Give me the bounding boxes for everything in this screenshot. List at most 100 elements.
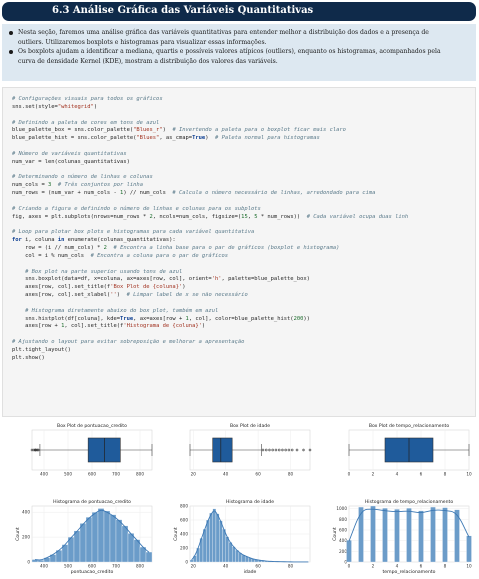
histogram-bar bbox=[109, 514, 117, 563]
x-tick-label: 700 bbox=[112, 472, 120, 477]
code-line: # Ajustando o layout para evitar sobrepo… bbox=[12, 339, 245, 346]
code-line: plt.tight_layout() bbox=[12, 347, 71, 353]
kde-line bbox=[191, 510, 309, 563]
histogram-bar bbox=[228, 542, 233, 563]
y-tick-label: 0 bbox=[27, 560, 30, 565]
code-line: blue_palette_box = sns.color_palette("Bl… bbox=[12, 127, 346, 134]
y-axis-label: Count bbox=[173, 527, 179, 541]
outlier-point bbox=[30, 448, 34, 452]
x-tick-label: 8 bbox=[444, 472, 447, 477]
section-header: 6.3 Análise Gráfica das Variáveis Quanti… bbox=[2, 2, 476, 21]
outlier-point bbox=[290, 448, 294, 452]
histogram-bar bbox=[370, 505, 376, 563]
outlier-point bbox=[37, 448, 40, 452]
histogram-bar bbox=[145, 551, 153, 563]
intro-text: Nesta seção, faremos uma análise gráfica… bbox=[18, 29, 429, 36]
histogram-bar bbox=[73, 530, 81, 563]
histogram-bar bbox=[225, 536, 230, 563]
histogram-bar bbox=[91, 512, 99, 563]
outlier-point bbox=[264, 448, 268, 452]
outlier-point bbox=[36, 448, 40, 452]
bullet-dot-icon bbox=[9, 50, 13, 55]
code-line: sns.histplot(df[coluna], kde=True, ax=ax… bbox=[12, 315, 310, 322]
outlier-point bbox=[287, 448, 291, 452]
y-axis-label: Count bbox=[332, 527, 338, 541]
outlier-point bbox=[302, 448, 305, 452]
outlier-point bbox=[265, 448, 268, 452]
x-tick-label: 40 bbox=[223, 472, 229, 477]
code-line: # Criando a figura e definindo o número … bbox=[12, 205, 261, 212]
outlier-point bbox=[268, 448, 271, 452]
outlier-point bbox=[271, 448, 274, 452]
code-line: # Configurações visuais para todos os gr… bbox=[12, 96, 163, 102]
plot-title: Histograma de pontuacao_credito bbox=[53, 499, 131, 505]
y-tick-label: 600 bbox=[339, 528, 347, 533]
y-tick-label: 1000 bbox=[336, 506, 347, 511]
x-tick-label: 400 bbox=[40, 472, 48, 477]
code-cell[interactable]: # Configurações visuais para todos os gr… bbox=[2, 87, 476, 417]
histogram-bar bbox=[85, 517, 93, 563]
x-tick-label: 20 bbox=[191, 472, 197, 477]
outlier-point bbox=[308, 448, 312, 452]
outlier-point bbox=[271, 448, 275, 452]
outlier-point bbox=[281, 448, 284, 452]
histogram-bar bbox=[219, 520, 223, 563]
code-line: sns.set(style="whitegrid") bbox=[12, 103, 98, 110]
x-tick-label: 80 bbox=[288, 564, 294, 569]
histogram-bar bbox=[37, 559, 45, 563]
code-line: # Determinando o número de linhas e colu… bbox=[12, 174, 153, 181]
x-tick-label: 6 bbox=[420, 564, 423, 569]
y-tick-label: 800 bbox=[339, 517, 347, 522]
histogram-bar bbox=[127, 533, 135, 563]
x-tick-label: 40 bbox=[223, 564, 229, 569]
intro-bullet: Os boxplots ajudam a identificar a media… bbox=[8, 47, 470, 57]
code-line: # Histograma diretamente abaixo do box p… bbox=[25, 307, 219, 314]
x-tick-label: 800 bbox=[136, 472, 144, 477]
x-tick-label: 0 bbox=[348, 472, 351, 477]
x-tick-label: 500 bbox=[64, 564, 72, 569]
histogram-bar bbox=[346, 539, 352, 563]
intro-bullet-continuation: curva de densidade Kernel (KDE), mostram… bbox=[8, 57, 470, 67]
histogram-bar bbox=[232, 546, 236, 563]
histogram-bar bbox=[442, 507, 448, 563]
x-axis-label: pontuacao_credito bbox=[71, 569, 114, 575]
code-line: plt.show() bbox=[12, 354, 45, 361]
histogram-bar bbox=[121, 525, 129, 563]
code-line: fig, axes = plt.subplots(nrows=num_rows … bbox=[12, 213, 409, 220]
histogram-bar bbox=[103, 510, 111, 563]
y-tick-label: 400 bbox=[339, 538, 347, 543]
histogram-bar bbox=[406, 507, 412, 563]
histogram-bar bbox=[454, 509, 460, 563]
y-tick-label: 600 bbox=[180, 518, 188, 523]
y-tick-label: 0 bbox=[185, 560, 188, 565]
section-title: 6.3 Análise Gráfica das Variáveis Quanti… bbox=[52, 5, 314, 16]
outlier-point bbox=[291, 448, 294, 452]
code-line: # Box plot na parte superior usando tons… bbox=[25, 268, 183, 275]
outlier-point bbox=[277, 448, 281, 452]
kde-line bbox=[34, 509, 150, 561]
outlier-point bbox=[274, 448, 278, 452]
outlier-point bbox=[308, 448, 312, 452]
x-tick-label: 10 bbox=[466, 564, 472, 569]
intro-bullet: Nesta seção, faremos uma análise gráfica… bbox=[8, 28, 470, 38]
x-tick-label: 8 bbox=[444, 564, 447, 569]
x-tick-label: 60 bbox=[255, 472, 261, 477]
outlier-point bbox=[36, 448, 39, 452]
x-axis-label: tempo_relacionamento bbox=[383, 569, 436, 575]
histogram-bar bbox=[222, 528, 226, 563]
intro-box: Nesta seção, faremos uma análise gráfica… bbox=[2, 24, 476, 81]
x-tick-label: 10 bbox=[466, 472, 472, 477]
x-tick-label: 600 bbox=[88, 564, 96, 569]
code-line: axes[row, col].set_xlabel('') # Limpar l… bbox=[12, 292, 248, 299]
code-block[interactable]: # Configurações visuais para todos os gr… bbox=[12, 96, 475, 363]
y-tick-label: 400 bbox=[180, 532, 188, 537]
code-line: blue_palette_hist = sns.color_palette("B… bbox=[12, 135, 320, 142]
x-tick-label: 2 bbox=[372, 564, 375, 569]
histogram-bar bbox=[394, 509, 400, 563]
outlier-point bbox=[261, 448, 265, 452]
outlier-point bbox=[261, 448, 265, 452]
bullet-dot-icon bbox=[9, 31, 13, 35]
y-tick-label: 200 bbox=[22, 535, 30, 540]
x-tick-label: 2 bbox=[372, 472, 375, 477]
y-tick-label: 0 bbox=[344, 560, 347, 565]
